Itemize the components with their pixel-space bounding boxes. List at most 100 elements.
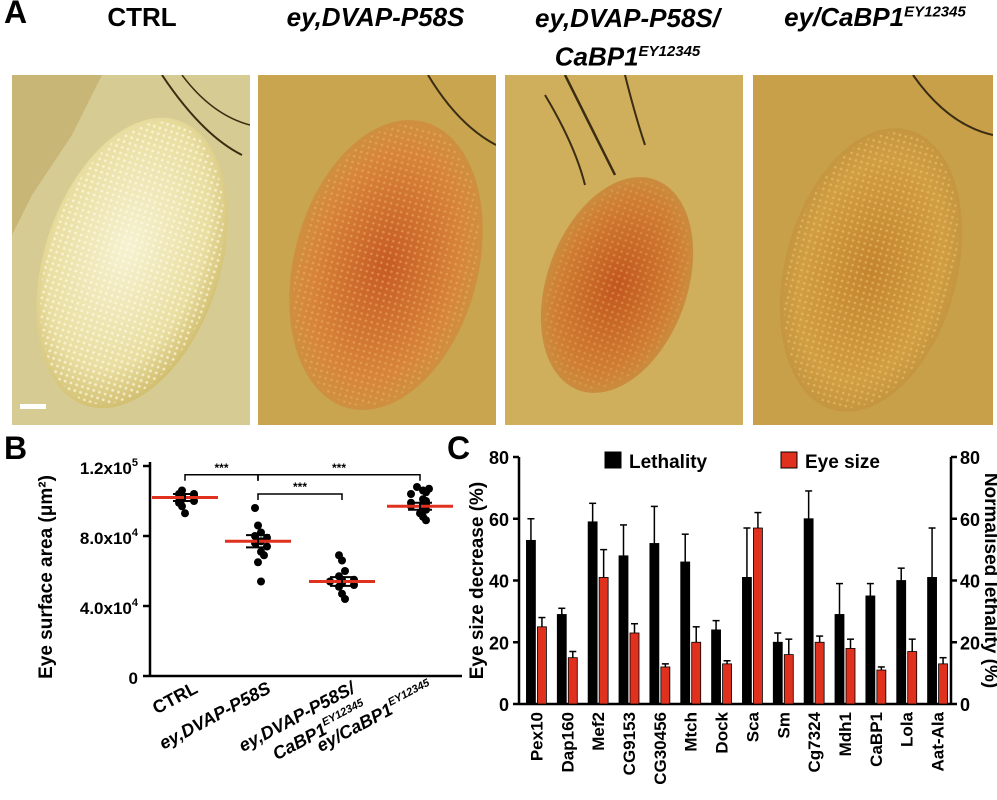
significance-label: *** [293, 480, 307, 494]
bar-eye-size [845, 648, 856, 705]
y-tick-label: 60 [489, 510, 509, 530]
bar-lethality [772, 641, 783, 705]
data-point [181, 509, 189, 518]
category-label: CaBP1 [867, 712, 886, 767]
legend-swatch [604, 451, 622, 469]
ommatidia-texture [783, 132, 959, 408]
y-tick-label: 1.2x105 [80, 457, 138, 478]
bar-lethality [618, 555, 629, 705]
y2-tick-label: 20 [960, 633, 980, 653]
category-label: CTRL [149, 678, 201, 718]
panel-a-letter: A [4, 0, 28, 30]
significance-bracket [257, 493, 343, 500]
bar-eye-size [598, 577, 609, 705]
bar-eye-size [907, 651, 918, 705]
legend-label: Eye size [805, 452, 880, 473]
y-tick-label: 8.0x104 [80, 527, 139, 548]
bar-eye-size [691, 641, 702, 705]
data-point [407, 490, 415, 498]
bar-eye-size [660, 666, 671, 705]
eye-photo-cabp1 [753, 75, 993, 425]
genotype-label-ctrl: CTRL [107, 2, 177, 32]
category-label: Mtch [682, 712, 701, 752]
data-point [422, 488, 430, 497]
data-point [413, 483, 421, 491]
category-label: Mdh1 [836, 712, 855, 756]
category-label: Sca [743, 711, 762, 742]
eye-photo-ctrl-drawing [12, 75, 250, 425]
category-label: CG9153 [620, 712, 639, 775]
ommatidia-texture [293, 124, 479, 406]
data-point [257, 577, 265, 586]
data-point [260, 551, 268, 560]
panel-c-letter: C [447, 430, 471, 466]
genotype-label-dvap-cabp1: ey,DVAP-P58S/ CaBP1EY12345 [535, 3, 720, 72]
eye-photo-dvap [258, 75, 496, 425]
category-label: CG30456 [651, 712, 670, 785]
eye-photo-dvap-drawing [258, 75, 496, 425]
bar-lethality [896, 580, 907, 705]
bar-eye-size [567, 657, 578, 705]
y-tick-label: 20 [489, 633, 509, 653]
panel-b-scatter-chart: 0 4.0x104 8.0x104 1.2x105 Eye surface area (… [36, 457, 462, 764]
data-point [251, 504, 259, 512]
category-label: Sm [774, 712, 793, 738]
bar-eye-size [876, 669, 887, 705]
bar-eye-size [629, 632, 640, 705]
scale-bar [20, 404, 46, 409]
eye-photo-cabp1-drawing [753, 75, 993, 425]
y-axis-label: Eye surface area (μm²) [36, 475, 57, 679]
y-tick-label: 80 [489, 448, 509, 468]
bar-lethality [680, 561, 691, 705]
y-axis-label: Eye size decrease (%) [467, 482, 488, 680]
bar-lethality [803, 518, 814, 705]
ommatidia-texture [544, 181, 690, 389]
category-label: Cg7324 [805, 711, 824, 772]
ommatidia-texture [40, 121, 224, 405]
bar-eye-size [814, 641, 825, 705]
eye-photo-ctrl [12, 75, 250, 425]
eye-photo-dvap-cabp1 [505, 75, 743, 425]
legend-label: Lethality [629, 452, 708, 473]
bar-lethality [927, 577, 937, 705]
y-tick-label: 0 [499, 695, 509, 715]
category-label: Dap160 [558, 712, 577, 772]
bar-eye-size [722, 663, 732, 705]
data-point [341, 595, 349, 603]
significance-bracket [184, 474, 259, 481]
y2-tick-label: 80 [960, 448, 980, 468]
bar-lethality [587, 521, 598, 705]
y2-tick-label: 40 [960, 572, 980, 592]
y2-axis-label: Normalised lethality (%) [980, 473, 997, 688]
data-point [341, 567, 349, 575]
y-tick-label: 4.0x104 [80, 597, 139, 618]
significance-label: *** [332, 461, 346, 475]
y2-tick-label: 0 [960, 695, 970, 715]
bar-lethality [834, 614, 845, 705]
category-label: Mef2 [589, 712, 608, 751]
bar-eye-size [537, 626, 547, 705]
significance-label: *** [214, 461, 228, 475]
data-point [178, 502, 186, 511]
bar-lethality [711, 629, 721, 705]
bar-lethality [526, 539, 536, 705]
bar-eye-size [783, 654, 794, 705]
y2-tick-label: 60 [960, 510, 980, 530]
panel-b-letter: B [4, 430, 28, 466]
data-point [338, 556, 346, 565]
bar-eye-size [938, 663, 948, 705]
category-label: Lola [898, 711, 917, 746]
eye-photo-dvap-cabp1-drawing [505, 75, 743, 425]
significance-bracket [257, 474, 421, 481]
bar-eye-size [753, 527, 763, 705]
bar-lethality [742, 577, 752, 705]
genotype-label-dvap: ey,DVAP-P58S [286, 2, 465, 32]
bar-lethality [556, 614, 567, 705]
category-label: Aat-Ala [929, 711, 948, 771]
y-tick-label: 40 [489, 572, 509, 592]
data-point [254, 521, 262, 530]
y-tick-label: 0 [129, 669, 138, 688]
bar-lethality [865, 595, 876, 705]
genotype-label-cabp1: ey/CaBP1EY12345 [784, 2, 966, 32]
